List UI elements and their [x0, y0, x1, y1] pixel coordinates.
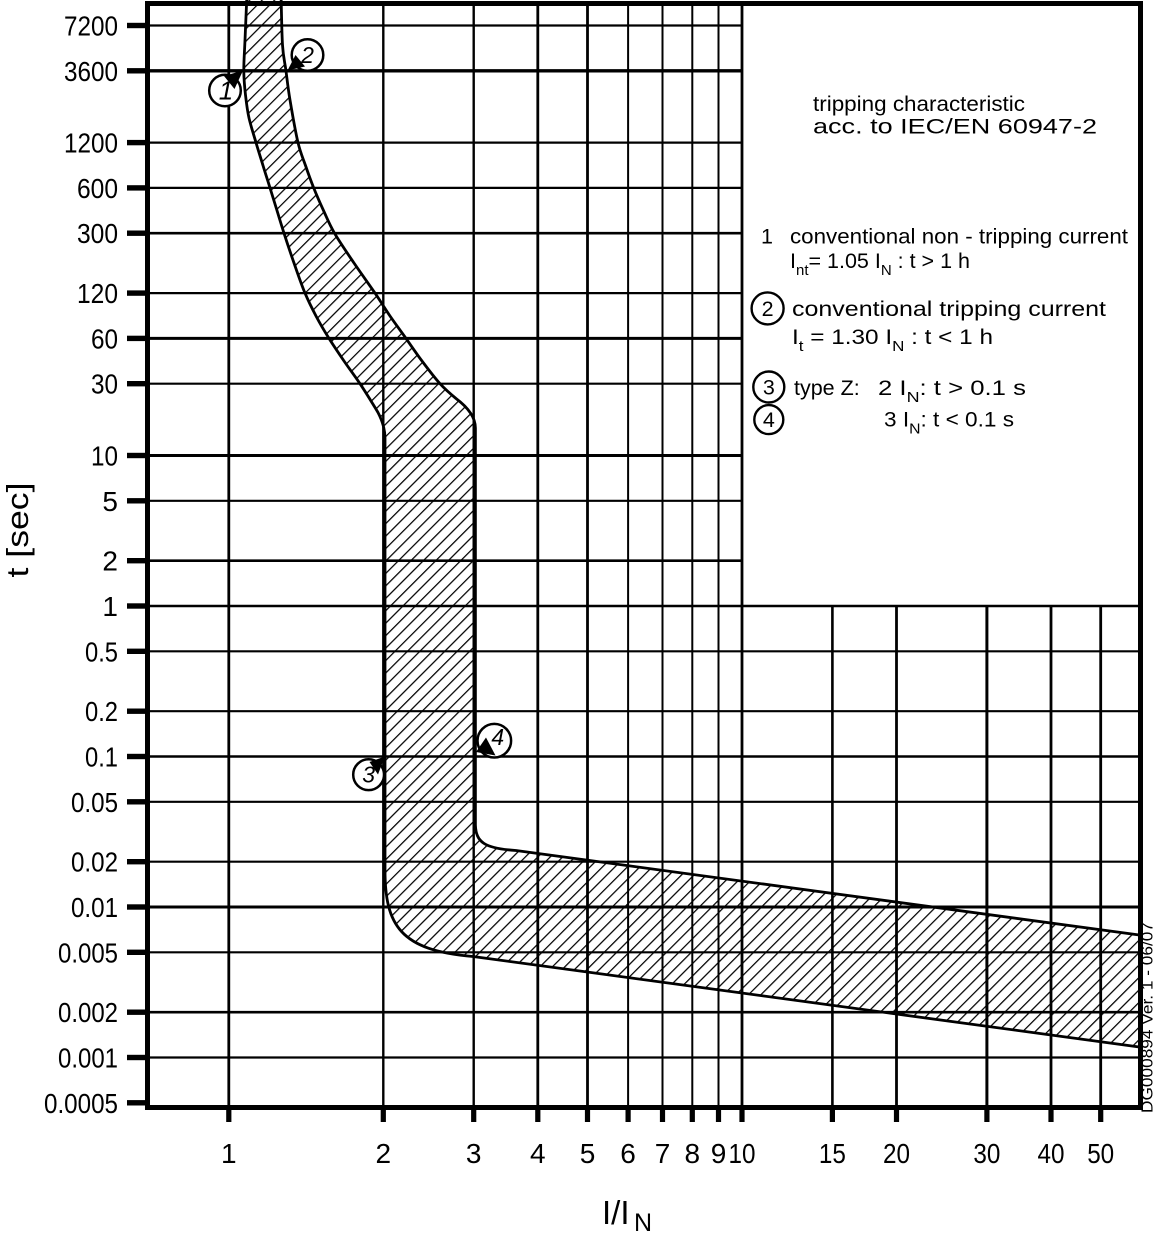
svg-text:1: 1 [761, 225, 773, 249]
svg-text:1200: 1200 [64, 128, 118, 159]
svg-text:10: 10 [729, 1138, 756, 1169]
svg-text:7: 7 [655, 1138, 671, 1169]
svg-text:0.002: 0.002 [58, 997, 118, 1028]
svg-text:1: 1 [219, 76, 233, 106]
svg-text:0.5: 0.5 [85, 636, 118, 667]
svg-text:30: 30 [91, 369, 118, 400]
svg-text:6: 6 [620, 1138, 636, 1169]
svg-text:2: 2 [102, 546, 118, 577]
svg-text:0.02: 0.02 [71, 847, 118, 878]
svg-text:300: 300 [77, 218, 118, 249]
svg-text:120: 120 [77, 278, 118, 309]
svg-text:7200: 7200 [64, 11, 118, 42]
svg-text:N: N [634, 1209, 652, 1231]
svg-text:acc. to IEC/EN 60947-2: acc. to IEC/EN 60947-2 [813, 115, 1097, 139]
svg-text:3: 3 [466, 1138, 482, 1169]
svg-text:3: 3 [763, 376, 775, 400]
svg-text:4: 4 [491, 724, 504, 750]
svg-text:1: 1 [102, 591, 118, 622]
svg-text:40: 40 [1038, 1138, 1065, 1169]
svg-text:3600: 3600 [64, 56, 118, 87]
svg-text:0.1: 0.1 [85, 742, 118, 773]
svg-text:15: 15 [819, 1138, 846, 1169]
svg-text:tripping characteristic: tripping characteristic [813, 92, 1025, 116]
svg-text:type Z:: type Z: [794, 376, 860, 400]
svg-text:20: 20 [883, 1138, 910, 1169]
svg-text:9: 9 [711, 1138, 727, 1169]
svg-text:conventional non - tripping cu: conventional non - tripping current [790, 225, 1128, 249]
svg-text:0.01: 0.01 [71, 892, 118, 923]
svg-text:conventional tripping current: conventional tripping current [792, 297, 1106, 321]
svg-text:60: 60 [91, 323, 118, 354]
svg-text:5: 5 [580, 1138, 596, 1169]
svg-text:0.0005: 0.0005 [44, 1088, 118, 1119]
svg-text:2: 2 [762, 297, 774, 321]
svg-text:2: 2 [376, 1138, 392, 1169]
svg-text:0.005: 0.005 [58, 937, 118, 968]
svg-text:t [sec]: t [sec] [0, 483, 35, 578]
svg-text:4: 4 [763, 408, 775, 432]
svg-text:5: 5 [102, 486, 118, 517]
svg-text:DG000894 Ver. 1 - 06/07: DG000894 Ver. 1 - 06/07 [1140, 922, 1153, 1113]
svg-text:30: 30 [973, 1138, 1000, 1169]
svg-text:8: 8 [685, 1138, 701, 1169]
svg-text:10: 10 [91, 441, 118, 472]
svg-text:600: 600 [77, 173, 118, 204]
svg-text:2: 2 [300, 42, 314, 68]
svg-text:0.2: 0.2 [85, 696, 118, 727]
svg-text:50: 50 [1087, 1138, 1114, 1169]
svg-text:1: 1 [221, 1138, 237, 1169]
svg-text:3: 3 [362, 762, 375, 788]
svg-text:4: 4 [530, 1138, 546, 1169]
svg-text:I/I: I/I [602, 1194, 630, 1231]
svg-text:0.05: 0.05 [71, 787, 118, 818]
svg-text:0.001: 0.001 [58, 1043, 118, 1074]
